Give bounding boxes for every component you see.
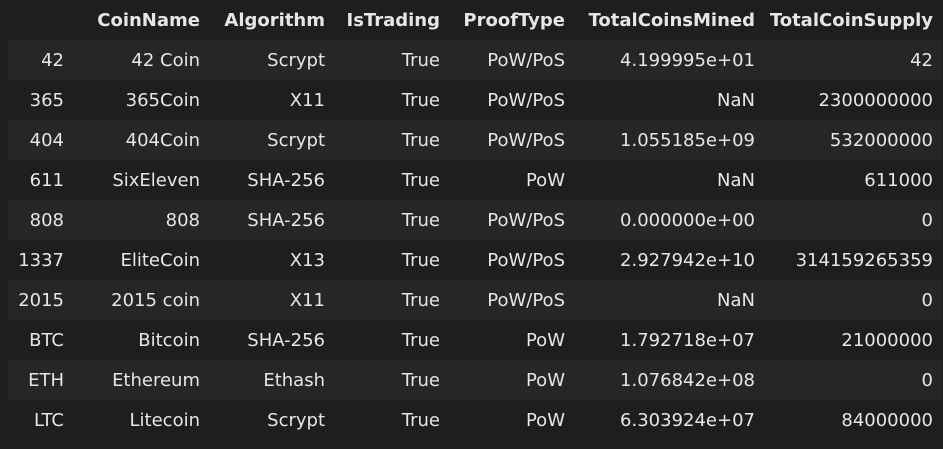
row-index: 404: [8, 120, 73, 160]
cell-coinname: 2015 coin: [73, 280, 209, 320]
cell-totalcoinsupply: 0: [764, 280, 942, 320]
row-index: 42: [8, 40, 73, 80]
row-index: LTC: [8, 400, 73, 440]
table-body: 42 42 Coin Scrypt True PoW/PoS 4.199995e+01 42…: [8, 40, 942, 440]
cell-totalcoinsmined: 2.927942e+10: [574, 240, 764, 280]
cell-totalcoinsmined: 4.199995e+01: [574, 40, 764, 80]
table-header: CoinName Algorithm IsTrading ProofType T…: [8, 0, 942, 40]
header-coinname: CoinName: [73, 0, 209, 40]
cell-istrading: True: [334, 240, 449, 280]
table-row: 42 42 Coin Scrypt True PoW/PoS 4.199995e+01 42: [8, 40, 942, 80]
cell-istrading: True: [334, 200, 449, 240]
cell-totalcoinsmined: 1.792718e+07: [574, 320, 764, 360]
header-algorithm: Algorithm: [209, 0, 334, 40]
cell-algorithm: SHA-256: [209, 200, 334, 240]
cell-algorithm: X11: [209, 280, 334, 320]
cell-istrading: True: [334, 320, 449, 360]
table-row: LTC Litecoin Scrypt True PoW 6.303924e+07 8400…: [8, 400, 942, 440]
cell-prooftype: PoW/PoS: [449, 280, 574, 320]
cell-coinname: Litecoin: [73, 400, 209, 440]
cell-totalcoinsupply: 314159265359: [764, 240, 942, 280]
table-row: 1337 EliteCoin X13 True PoW/PoS 2.927942e+10 3…: [8, 240, 942, 280]
header-index: [8, 0, 73, 40]
cell-totalcoinsmined: 1.055185e+09: [574, 120, 764, 160]
cell-prooftype: PoW/PoS: [449, 40, 574, 80]
row-index: ETH: [8, 360, 73, 400]
cell-prooftype: PoW: [449, 160, 574, 200]
cell-algorithm: SHA-256: [209, 320, 334, 360]
cell-totalcoinsupply: 42: [764, 40, 942, 80]
cell-algorithm: Scrypt: [209, 120, 334, 160]
cell-istrading: True: [334, 120, 449, 160]
table-row: ETH Ethereum Ethash True PoW 1.076842e+08 0: [8, 360, 942, 400]
cell-totalcoinsmined: 0.000000e+00: [574, 200, 764, 240]
header-prooftype: ProofType: [449, 0, 574, 40]
cell-coinname: EliteCoin: [73, 240, 209, 280]
cell-algorithm: SHA-256: [209, 160, 334, 200]
cell-totalcoinsmined: NaN: [574, 280, 764, 320]
cell-istrading: True: [334, 160, 449, 200]
cell-totalcoinsmined: NaN: [574, 80, 764, 120]
cell-istrading: True: [334, 40, 449, 80]
cell-coinname: 808: [73, 200, 209, 240]
cell-algorithm: Ethash: [209, 360, 334, 400]
cell-coinname: Bitcoin: [73, 320, 209, 360]
cell-prooftype: PoW/PoS: [449, 200, 574, 240]
cell-algorithm: Scrypt: [209, 40, 334, 80]
table-row: 611 SixEleven SHA-256 True PoW NaN 611000: [8, 160, 942, 200]
dataframe-table: CoinName Algorithm IsTrading ProofType T…: [8, 0, 942, 440]
cell-totalcoinsupply: 0: [764, 360, 942, 400]
table-row: 365 365Coin X11 True PoW/PoS NaN 2300000000: [8, 80, 942, 120]
table-row: BTC Bitcoin SHA-256 True PoW 1.792718e+07 2100…: [8, 320, 942, 360]
cell-totalcoinsupply: 611000: [764, 160, 942, 200]
cell-coinname: Ethereum: [73, 360, 209, 400]
cell-totalcoinsupply: 0: [764, 200, 942, 240]
cell-istrading: True: [334, 400, 449, 440]
header-totalcoinsmined: TotalCoinsMined: [574, 0, 764, 40]
cell-totalcoinsupply: 2300000000: [764, 80, 942, 120]
cell-coinname: SixEleven: [73, 160, 209, 200]
cell-coinname: 42 Coin: [73, 40, 209, 80]
cell-totalcoinsmined: NaN: [574, 160, 764, 200]
header-totalcoinsupply: TotalCoinSupply: [764, 0, 942, 40]
header-istrading: IsTrading: [334, 0, 449, 40]
cell-algorithm: X13: [209, 240, 334, 280]
cell-algorithm: X11: [209, 80, 334, 120]
table-row: 808 808 SHA-256 True PoW/PoS 0.000000e+00 0: [8, 200, 942, 240]
cell-totalcoinsupply: 84000000: [764, 400, 942, 440]
cell-istrading: True: [334, 360, 449, 400]
table-row: 2015 2015 coin X11 True PoW/PoS NaN 0: [8, 280, 942, 320]
cell-istrading: True: [334, 280, 449, 320]
cell-prooftype: PoW: [449, 400, 574, 440]
cell-prooftype: PoW/PoS: [449, 120, 574, 160]
cell-totalcoinsupply: 21000000: [764, 320, 942, 360]
cell-prooftype: PoW/PoS: [449, 240, 574, 280]
cell-totalcoinsupply: 532000000: [764, 120, 942, 160]
cell-istrading: True: [334, 80, 449, 120]
row-index: 808: [8, 200, 73, 240]
cell-coinname: 365Coin: [73, 80, 209, 120]
table-row: 404 404Coin Scrypt True PoW/PoS 1.055185e+09 5…: [8, 120, 942, 160]
row-index: 611: [8, 160, 73, 200]
cell-prooftype: PoW: [449, 360, 574, 400]
cell-algorithm: Scrypt: [209, 400, 334, 440]
row-index: 2015: [8, 280, 73, 320]
row-index: 1337: [8, 240, 73, 280]
header-row: CoinName Algorithm IsTrading ProofType T…: [8, 0, 942, 40]
cell-coinname: 404Coin: [73, 120, 209, 160]
row-index: 365: [8, 80, 73, 120]
cell-prooftype: PoW: [449, 320, 574, 360]
cell-totalcoinsmined: 6.303924e+07: [574, 400, 764, 440]
cell-prooftype: PoW/PoS: [449, 80, 574, 120]
row-index: BTC: [8, 320, 73, 360]
cell-totalcoinsmined: 1.076842e+08: [574, 360, 764, 400]
